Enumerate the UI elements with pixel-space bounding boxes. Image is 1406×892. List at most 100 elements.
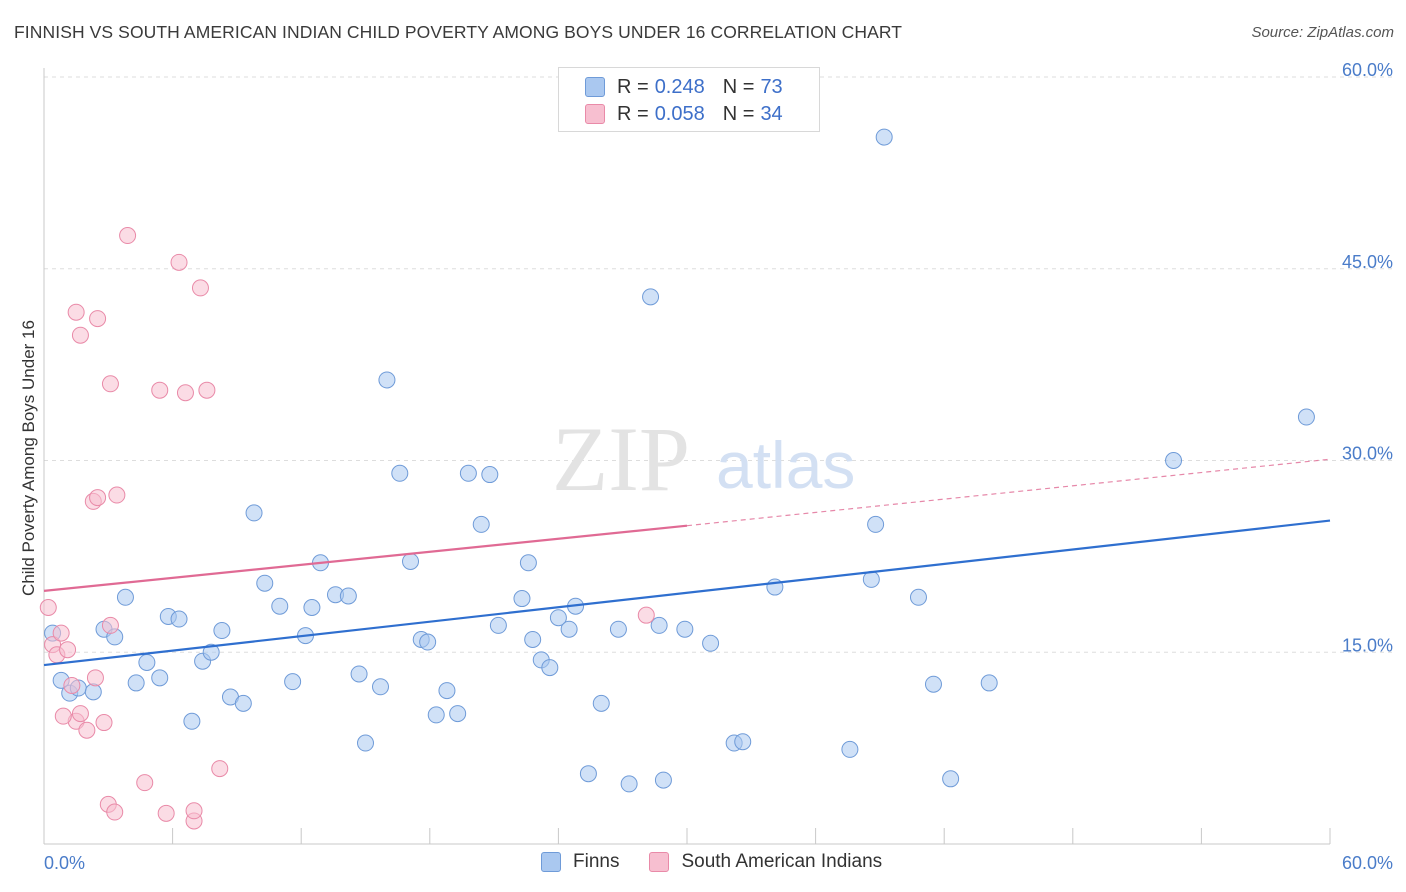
finns-point — [980, 674, 998, 692]
finns-point — [350, 665, 368, 683]
watermark: ZIP atlas — [552, 408, 855, 510]
finns-point — [402, 552, 420, 570]
legend-r-label-sai: R = — [617, 102, 649, 125]
sai-point — [106, 803, 124, 821]
chart-title: FINNISH VS SOUTH AMERICAN INDIAN CHILD P… — [14, 22, 903, 42]
finns-point — [620, 775, 638, 793]
finns-point — [449, 705, 467, 723]
sai-point — [176, 384, 194, 402]
finns-point — [213, 622, 231, 640]
legend-row-finns: R = 0.248 N = 73 — [585, 74, 783, 100]
finns-point — [245, 504, 263, 522]
legend-label-finns: Finns — [573, 851, 620, 872]
finns-point — [519, 554, 537, 572]
correlation-legend: R = 0.248 N = 73 R = 0.058 N = 34 — [558, 67, 820, 132]
legend-row-sai: R = 0.058 N = 34 — [585, 101, 783, 127]
finns-point — [867, 515, 885, 533]
watermark-atlas: atlas — [716, 428, 855, 502]
finns-swatch — [585, 77, 605, 97]
sai-point — [185, 802, 203, 820]
x-tick-label-max: 60.0% — [1342, 853, 1393, 873]
x-ticks — [43, 828, 1331, 844]
finns-point — [841, 740, 859, 758]
finns-point — [234, 694, 252, 712]
finns-point — [419, 633, 437, 651]
finns-point — [271, 597, 289, 615]
finns-point — [472, 515, 490, 533]
finns-point — [116, 588, 134, 606]
finns-point — [151, 669, 169, 687]
sai-point — [101, 375, 119, 393]
finns-point — [378, 371, 396, 389]
y-tick-label: 15.0% — [1342, 635, 1393, 655]
sai-trend-line — [43, 524, 688, 592]
sai-point — [89, 310, 107, 328]
finns-point — [734, 733, 752, 751]
finns-point — [127, 674, 145, 692]
finns-point — [303, 599, 321, 617]
sai-point — [86, 669, 104, 687]
sai-point — [67, 303, 85, 321]
finns-points — [44, 128, 1315, 793]
y-tick-label: 45.0% — [1342, 252, 1393, 272]
finns-point — [579, 765, 597, 783]
legend-n-value-finns: 73 — [760, 75, 783, 98]
watermark-zip: ZIP — [552, 408, 690, 510]
legend-r-label-finns: R = — [617, 75, 649, 98]
sai-point — [89, 489, 107, 507]
finns-point — [284, 673, 302, 691]
sai-point — [101, 616, 119, 634]
finns-point — [138, 653, 156, 671]
y-axis-label: Child Poverty Among Boys Under 16 — [19, 320, 38, 596]
series-legend: Finns South American Indians — [541, 851, 912, 873]
sai-point — [198, 381, 216, 399]
finns-point — [339, 587, 357, 605]
finns-legend-swatch — [541, 852, 561, 872]
sai-point — [39, 599, 57, 617]
finns-point — [438, 682, 456, 700]
sai-point — [52, 624, 70, 642]
finns-point — [1165, 452, 1183, 469]
sai-points — [39, 227, 655, 830]
legend-n-label-finns: N = — [722, 75, 755, 98]
sai-legend-swatch — [649, 852, 670, 872]
finns-point — [650, 616, 668, 634]
sai-swatch — [585, 104, 605, 124]
sai-point — [637, 606, 655, 624]
sai-point — [157, 804, 175, 822]
x-tick-label-min: 0.0% — [44, 853, 85, 873]
finns-point — [875, 128, 893, 146]
finns-point — [942, 770, 960, 788]
finns-point — [592, 694, 610, 712]
finns-trend-line — [43, 519, 1331, 667]
sai-point — [136, 774, 154, 792]
finns-point — [1297, 408, 1315, 426]
finns-point — [541, 659, 559, 677]
sai-point — [54, 707, 72, 725]
legend-r-value-finns: 0.248 — [654, 75, 705, 98]
finns-point — [256, 574, 274, 592]
finns-point — [170, 610, 188, 628]
sai-point — [170, 253, 188, 271]
finns-point — [391, 464, 409, 482]
y-tick-label: 60.0% — [1342, 60, 1393, 80]
finns-point — [549, 609, 567, 627]
y-tick-labels: 15.0% 30.0% 45.0% 60.0% — [1342, 60, 1393, 655]
sai-point — [119, 227, 137, 245]
sai-point — [211, 760, 229, 778]
sai-point — [71, 705, 89, 723]
sai-point — [59, 641, 77, 659]
legend-n-label-sai: N = — [722, 102, 755, 125]
finns-point — [654, 771, 672, 789]
sai-point — [108, 486, 126, 504]
sai-point — [63, 676, 81, 694]
legend-item-finns[interactable]: Finns — [541, 851, 619, 873]
finns-point — [481, 466, 499, 484]
legend-label-sai: South American Indians — [681, 851, 883, 872]
finns-point — [642, 288, 660, 306]
finns-point — [609, 620, 627, 638]
finns-point — [183, 712, 201, 730]
legend-item-sai[interactable]: South American Indians — [649, 851, 882, 873]
finns-point — [513, 590, 531, 608]
